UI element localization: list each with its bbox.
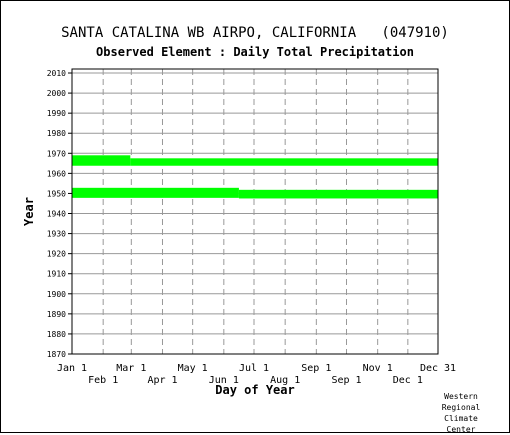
plot-area-border xyxy=(71,68,439,355)
data-bar xyxy=(238,189,438,199)
x-axis-label: Day of Year xyxy=(215,383,294,397)
y-tick-label: 1870 xyxy=(47,350,66,359)
data-bar xyxy=(130,158,439,166)
x-tick-label: Sep 1 xyxy=(331,375,361,386)
y-axis-label: Year xyxy=(22,197,36,226)
x-tick-label: May 1 xyxy=(178,363,208,374)
credit-line-1: Western xyxy=(444,392,478,401)
chart-subtitle: Observed Element : Daily Total Precipita… xyxy=(96,45,414,59)
y-tick-label: 2010 xyxy=(47,69,66,78)
x-tick-label: Apr 1 xyxy=(147,375,177,386)
credit-line-3: Climate xyxy=(444,414,478,423)
x-tick-label: Feb 1 xyxy=(88,375,118,386)
data-bar xyxy=(72,187,239,198)
x-tick-label: Jul 1 xyxy=(239,363,269,374)
y-tick-label: 1970 xyxy=(47,149,66,158)
y-tick-label: 1890 xyxy=(47,310,66,319)
x-tick-label: Mar 1 xyxy=(116,363,146,374)
credit-line-4: Center xyxy=(446,425,476,434)
y-tick-label: 1990 xyxy=(47,109,66,118)
y-tick-label: 1960 xyxy=(47,169,66,178)
y-tick-label: 1880 xyxy=(47,330,66,339)
chart-title: SANTA CATALINA WB AIRPO, CALIFORNIA (047… xyxy=(61,25,449,41)
y-tick-label: 1930 xyxy=(47,230,66,239)
x-tick-label: Dec 31 xyxy=(420,363,456,374)
x-tick-label: Aug 1 xyxy=(270,375,300,386)
y-tick-label: 1980 xyxy=(47,129,66,138)
x-tick-label: Jun 1 xyxy=(209,375,239,386)
credit-text: Western Regional Climate Center xyxy=(426,391,496,435)
x-tick-label: Nov 1 xyxy=(363,363,393,374)
data-bar xyxy=(72,155,131,166)
x-tick-label: Sep 1 xyxy=(301,363,331,374)
x-tick-label: Jan 1 xyxy=(57,363,87,374)
y-tick-label: 1900 xyxy=(47,290,66,299)
y-tick-label: 2000 xyxy=(47,89,66,98)
y-tick-label: 1910 xyxy=(47,270,66,279)
x-tick-label: Dec 1 xyxy=(393,375,423,386)
y-tick-label: 1950 xyxy=(47,189,66,198)
y-tick-label: 1940 xyxy=(47,210,66,219)
y-tick-label: 1920 xyxy=(47,250,66,259)
credit-line-2: Regional xyxy=(441,403,481,412)
